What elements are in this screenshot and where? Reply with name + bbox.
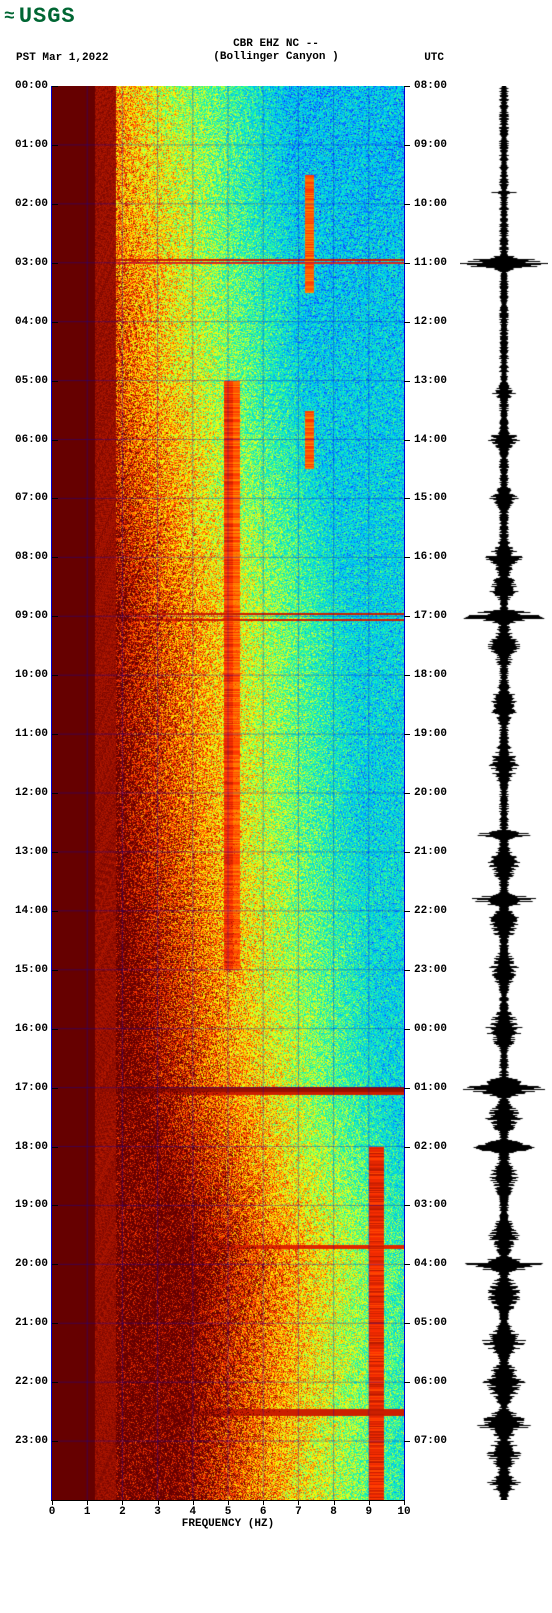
utc-tick: 07:00: [414, 1435, 447, 1447]
pst-tick: 22:00: [15, 1376, 48, 1388]
freq-tick: 6: [260, 1506, 267, 1518]
freq-tick: 10: [397, 1506, 410, 1518]
logo-wave-icon: ≈: [4, 7, 15, 27]
utc-tick: 01:00: [414, 1082, 447, 1094]
pst-tick: 10:00: [15, 669, 48, 681]
pst-tick: 17:00: [15, 1082, 48, 1094]
pst-tick: 16:00: [15, 1023, 48, 1035]
utc-tick: 04:00: [414, 1258, 447, 1270]
freq-tick: 8: [330, 1506, 337, 1518]
freq-tick: 7: [295, 1506, 302, 1518]
utc-tick: 03:00: [414, 1199, 447, 1211]
pst-tick: 11:00: [15, 728, 48, 740]
station-code: CBR EHZ NC --: [0, 38, 552, 51]
utc-tick: 15:00: [414, 492, 447, 504]
utc-tick: 12:00: [414, 316, 447, 328]
utc-tick: 21:00: [414, 846, 447, 858]
pst-tick: 06:00: [15, 434, 48, 446]
pst-tick: 05:00: [15, 375, 48, 387]
utc-tick: 05:00: [414, 1317, 447, 1329]
utc-tick: 02:00: [414, 1141, 447, 1153]
pst-tick: 03:00: [15, 257, 48, 269]
pst-tick: 18:00: [15, 1141, 48, 1153]
freq-tick: 1: [84, 1506, 91, 1518]
utc-tick: 16:00: [414, 551, 447, 563]
utc-tick: 23:00: [414, 964, 447, 976]
utc-tick: 20:00: [414, 787, 447, 799]
pst-tick: 09:00: [15, 610, 48, 622]
utc-tick: 14:00: [414, 434, 447, 446]
pst-tick: 21:00: [15, 1317, 48, 1329]
pst-tick: 01:00: [15, 139, 48, 151]
usgs-logo: ≈ USGS: [4, 4, 76, 29]
utc-tick: 11:00: [414, 257, 447, 269]
logo-text: USGS: [19, 4, 76, 29]
freq-tick: 9: [365, 1506, 372, 1518]
spectrogram-plot: [52, 86, 404, 1500]
utc-tick: 00:00: [414, 1023, 447, 1035]
pst-tick: 04:00: [15, 316, 48, 328]
waveform-plot: [460, 86, 548, 1500]
pst-tick: 13:00: [15, 846, 48, 858]
pst-tick: 20:00: [15, 1258, 48, 1270]
pst-tick: 08:00: [15, 551, 48, 563]
freq-tick: 4: [189, 1506, 196, 1518]
pst-tick: 15:00: [15, 964, 48, 976]
x-axis-label: FREQUENCY (HZ): [52, 1518, 404, 1530]
utc-axis: 08:0009:0010:0011:0012:0013:0014:0015:00…: [404, 86, 452, 1500]
utc-tick: 17:00: [414, 610, 447, 622]
pst-tick: 12:00: [15, 787, 48, 799]
spectrogram-canvas: [52, 86, 404, 1500]
utc-tick: 13:00: [414, 375, 447, 387]
utc-tick: 08:00: [414, 80, 447, 92]
pst-axis: 00:0001:0002:0003:0004:0005:0006:0007:00…: [0, 86, 52, 1500]
utc-tick: 10:00: [414, 198, 447, 210]
utc-label: UTC: [424, 52, 444, 64]
freq-tick: 3: [154, 1506, 161, 1518]
pst-tick: 02:00: [15, 198, 48, 210]
utc-tick: 22:00: [414, 905, 447, 917]
pst-tick: 14:00: [15, 905, 48, 917]
utc-tick: 18:00: [414, 669, 447, 681]
pst-tick: 23:00: [15, 1435, 48, 1447]
pst-tick: 19:00: [15, 1199, 48, 1211]
utc-tick: 09:00: [414, 139, 447, 151]
utc-tick: 19:00: [414, 728, 447, 740]
pst-tick: 00:00: [15, 80, 48, 92]
date-label: PST Mar 1,2022: [16, 52, 108, 64]
freq-tick: 0: [49, 1506, 56, 1518]
pst-tick: 07:00: [15, 492, 48, 504]
freq-tick: 2: [119, 1506, 126, 1518]
waveform-canvas: [460, 86, 548, 1500]
freq-tick: 5: [225, 1506, 232, 1518]
utc-tick: 06:00: [414, 1376, 447, 1388]
